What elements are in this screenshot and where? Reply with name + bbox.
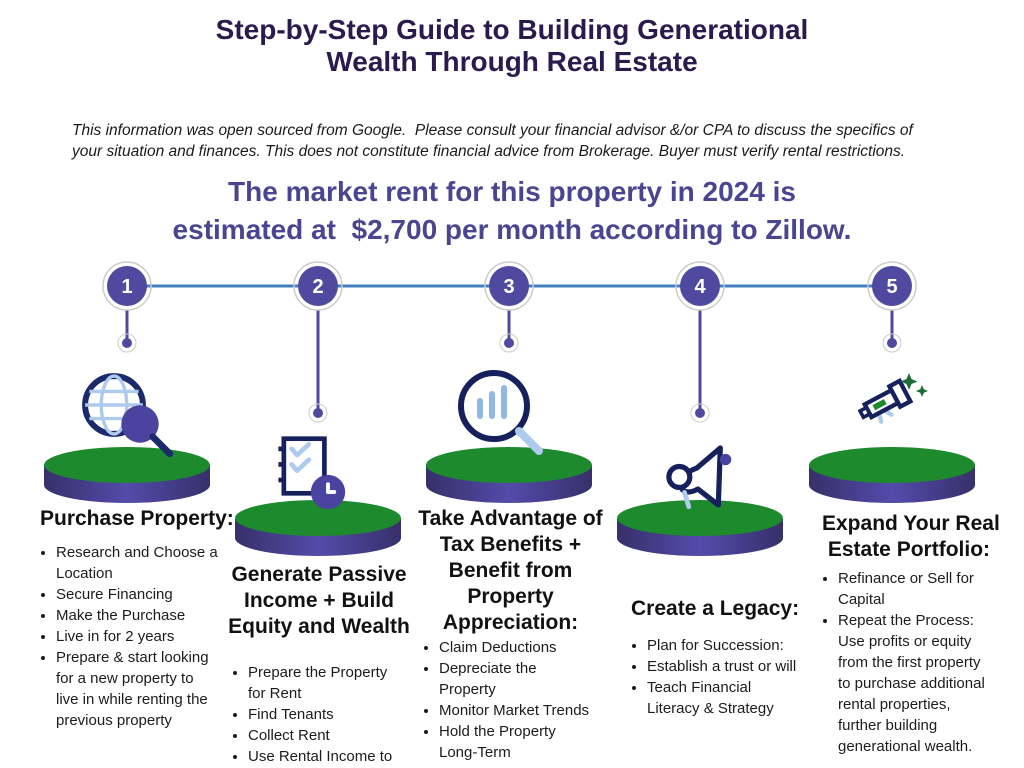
svg-text:3: 3 [503, 276, 514, 298]
svg-text:1: 1 [121, 276, 132, 298]
svg-text:5: 5 [886, 276, 897, 298]
svg-text:4: 4 [694, 276, 706, 298]
svg-text:2: 2 [312, 276, 323, 298]
